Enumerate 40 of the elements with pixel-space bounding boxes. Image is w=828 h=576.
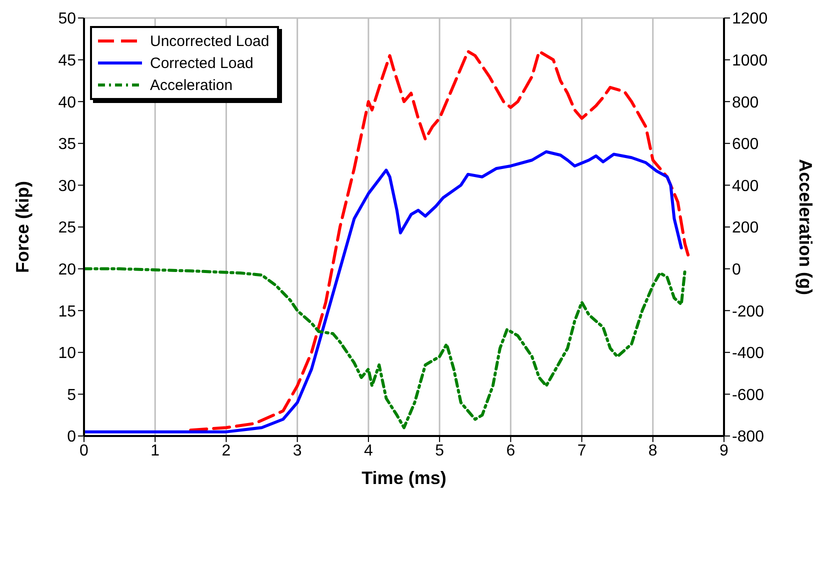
- y-tick-label: 10: [58, 345, 76, 362]
- x-tick-label: 5: [435, 442, 444, 460]
- y-tick-label: 40: [58, 94, 76, 112]
- y2-tick-label: 800: [732, 94, 759, 112]
- x-tick-label: 3: [292, 442, 302, 460]
- x-tick-label: 7: [577, 442, 586, 460]
- x-axis-title: Time (ms): [362, 468, 446, 488]
- y-tick-label: 45: [58, 52, 76, 70]
- y2-tick-label: -400: [732, 345, 764, 362]
- y-axis-title: Force (kip): [12, 180, 32, 274]
- x-tick-label: 2: [222, 442, 231, 460]
- y2-tick-label: 600: [732, 136, 759, 154]
- y-tick-label: 50: [58, 10, 76, 28]
- x-tick-label: 6: [506, 442, 516, 460]
- y2-tick-label: 1200: [732, 10, 768, 28]
- y2-tick-label: -800: [732, 428, 764, 446]
- line-series: [84, 150, 683, 434]
- line-series: [84, 267, 686, 430]
- x-tick-label: 1: [150, 442, 160, 460]
- y-tick-label: 5: [67, 386, 76, 404]
- legend-label: Acceleration: [150, 76, 233, 94]
- y-tick-label: 0: [67, 428, 76, 446]
- x-tick-label: 4: [364, 442, 373, 460]
- y2-tick-label: -600: [732, 386, 764, 404]
- legend-label: Corrected Load: [150, 54, 254, 72]
- y-tick-label: 20: [58, 261, 76, 278]
- y-tick-label: 15: [58, 303, 76, 320]
- y2-tick-label: 1000: [732, 52, 768, 70]
- y2-tick-label: -200: [732, 303, 764, 320]
- y-tick-label: 35: [58, 136, 76, 154]
- y2-tick-label: 200: [732, 220, 759, 237]
- x-tick-label: 9: [720, 442, 729, 460]
- legend-label: Uncorrected Load: [150, 32, 270, 50]
- y2-tick-label: 400: [732, 178, 759, 195]
- x-tick-label: 8: [648, 442, 658, 460]
- y-tick-label: 30: [58, 178, 76, 195]
- y2-tick-label: 0: [732, 261, 741, 278]
- y2-axis-title: Acceleration (g): [796, 158, 816, 296]
- x-tick-label: 0: [80, 442, 89, 460]
- y-tick-label: 25: [58, 220, 76, 237]
